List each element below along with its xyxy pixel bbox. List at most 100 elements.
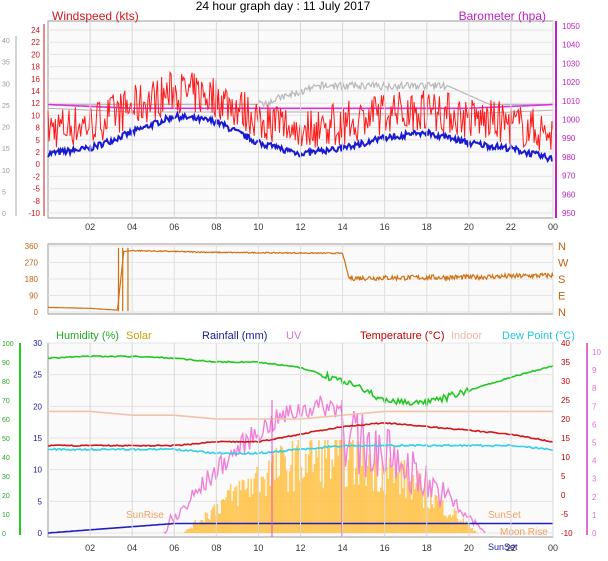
- solar-bar: [256, 466, 258, 533]
- solar-bar: [301, 478, 304, 533]
- solar-bar: [433, 507, 435, 533]
- solar-bar: [192, 521, 195, 533]
- solar-bar: [268, 460, 270, 533]
- solar-bar: [360, 466, 363, 533]
- solar-bar: [329, 478, 332, 533]
- solar-bar: [422, 508, 425, 533]
- solar-bar: [459, 520, 462, 533]
- graph-title: 24 hour graph day : 11 July 2017: [196, 0, 371, 13]
- compass-label: W: [558, 258, 569, 270]
- solar-bar: [409, 481, 412, 533]
- solar-bar: [466, 524, 469, 533]
- barometer-tick-label: 1010: [562, 97, 580, 106]
- solar-bar: [198, 521, 201, 533]
- temperature-tick-label: 20: [561, 415, 570, 424]
- solar-bar: [461, 521, 463, 533]
- solar-bar: [246, 488, 248, 533]
- barometer-tick-label: 960: [562, 190, 576, 199]
- solar-bar: [463, 523, 466, 533]
- outer-tick-label: 15: [2, 146, 10, 153]
- rainfall-tick-label: 30: [33, 339, 42, 348]
- uv-tick-label: 6: [592, 420, 597, 429]
- outer-tick-label: 25: [2, 103, 10, 110]
- solar-bar: [312, 471, 314, 533]
- uv-tick-label: 10: [592, 348, 601, 357]
- solar-bar: [209, 519, 211, 533]
- windspeed-tick-label: 16: [31, 75, 40, 84]
- direction-tick-label: 270: [25, 259, 39, 268]
- windspeed-tick-label: -5: [33, 185, 41, 194]
- solar-bar: [225, 497, 227, 533]
- solar-bar: [354, 467, 357, 533]
- temperature-tick-label: 40: [561, 339, 570, 348]
- solar-bar: [191, 528, 194, 533]
- solar-bar: [244, 489, 247, 533]
- solar-bar: [213, 504, 216, 533]
- solar-bar: [391, 465, 394, 533]
- solar-bar: [446, 517, 448, 533]
- humidity-tick-label: 20: [2, 493, 10, 500]
- x-tick-label: 14: [338, 543, 348, 553]
- direction-axis: 360 270 180 90 0: [25, 242, 39, 317]
- windspeed-tick-label: 2: [36, 148, 41, 157]
- solar-bar: [201, 520, 204, 533]
- x-tick-label: 16: [380, 543, 390, 553]
- barometer-tick-label: 980: [562, 153, 576, 162]
- solar-bar: [228, 490, 230, 533]
- solar-bar: [223, 500, 226, 533]
- solar-bar: [321, 447, 323, 533]
- windspeed-tick-label: 12: [31, 99, 40, 108]
- solar-bar: [430, 487, 432, 533]
- uv-series: [163, 395, 486, 534]
- solar-bar: [335, 440, 338, 533]
- moonrise-label: Moon Rise: [500, 527, 548, 538]
- solar-bar: [226, 490, 229, 533]
- solar-bar: [402, 488, 404, 533]
- temperature-tick-label: 15: [561, 434, 570, 443]
- direction-tick-label: 180: [25, 275, 39, 284]
- solar-bar: [412, 474, 415, 533]
- solar-bar: [284, 456, 286, 533]
- solar-bar: [357, 484, 360, 533]
- rainfall-tick-label: 5: [38, 497, 43, 506]
- legend-entry: Humidity (%): [56, 330, 119, 342]
- compass-label: N: [558, 307, 566, 319]
- solar-bar: [237, 506, 239, 533]
- direction-gridlines: [48, 244, 554, 314]
- solar-bar: [371, 467, 373, 533]
- solar-bar: [462, 518, 465, 533]
- solar-bar: [419, 474, 422, 533]
- solar-bar: [366, 465, 369, 533]
- temperature-tick-label: 10: [561, 453, 570, 462]
- solar-bar: [220, 499, 223, 533]
- solar-bar: [325, 458, 328, 533]
- solar-bar: [318, 440, 320, 533]
- uv-tick-label: 5: [592, 439, 597, 448]
- solar-bar: [187, 529, 189, 533]
- uv-tick-label: 2: [592, 493, 597, 502]
- rainfall-tick-label: 0: [38, 529, 43, 538]
- temperature-tick-label: 35: [561, 358, 570, 367]
- solar-bar: [359, 442, 362, 533]
- uv-tick-label: 8: [592, 384, 597, 393]
- solar-bar: [469, 528, 472, 533]
- solar-bar: [327, 440, 329, 533]
- solar-bar: [465, 521, 468, 533]
- solar-bar: [399, 494, 401, 533]
- solar-bar: [369, 464, 372, 533]
- outer-tick-label: 10: [2, 168, 10, 175]
- solar-bar: [347, 459, 350, 533]
- rainfall-tick-label: 10: [33, 466, 42, 475]
- windspeed-tick-label: 0: [36, 160, 41, 169]
- solar-bar: [410, 499, 413, 533]
- windspeed-tick-label: 22: [31, 38, 40, 47]
- solar-bar: [262, 476, 264, 533]
- solar-bar: [331, 459, 334, 533]
- uv-tick-label: 0: [592, 529, 597, 538]
- windspeed-tick-label: 14: [31, 87, 40, 96]
- solar-bar: [381, 460, 384, 533]
- solar-bar: [204, 512, 207, 533]
- solar-bar: [390, 465, 392, 533]
